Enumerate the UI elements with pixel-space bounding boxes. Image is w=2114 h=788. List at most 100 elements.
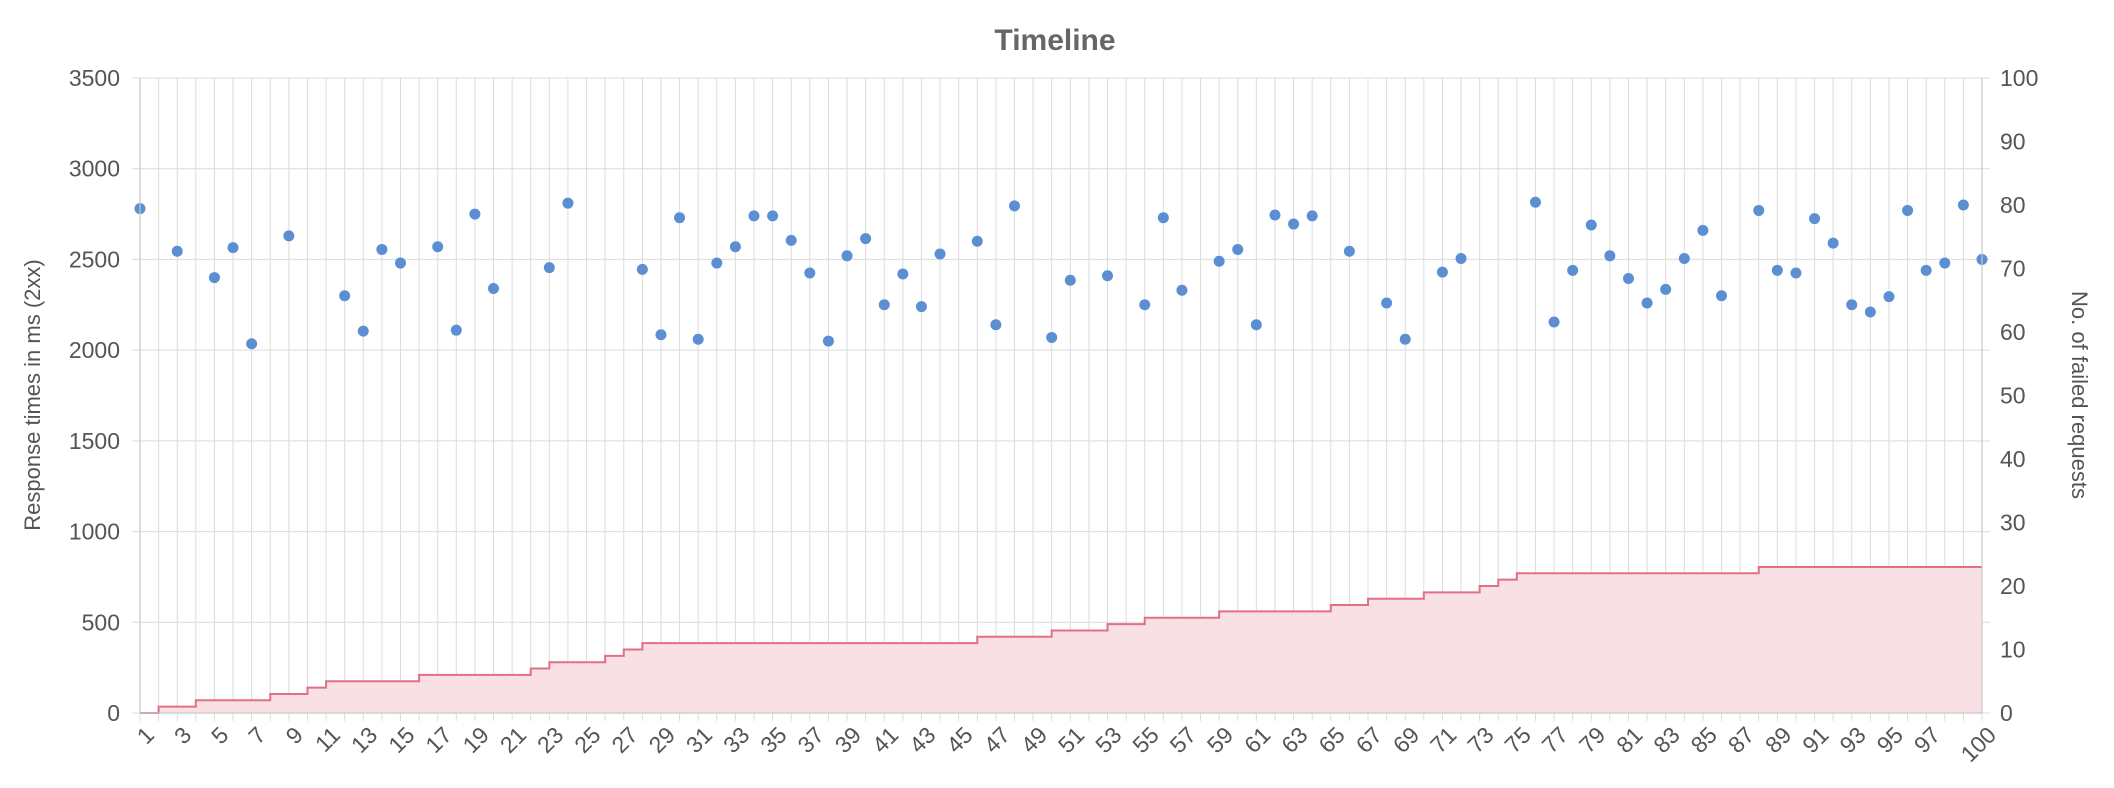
- failed-requests-fill: [140, 566, 1982, 713]
- response-time-point: [246, 338, 258, 350]
- y-left-tick-label: 1000: [69, 519, 120, 545]
- x-tick-label: 23: [532, 722, 568, 758]
- response-time-point: [1399, 333, 1411, 345]
- x-tick-label: 79: [1574, 722, 1610, 758]
- response-time-point: [339, 290, 351, 302]
- x-tick-label: 89: [1760, 722, 1796, 758]
- failed-requests-area: [140, 565, 1982, 714]
- y-right-tick-label: 0: [2000, 700, 2013, 726]
- response-time-point: [208, 272, 220, 284]
- x-tick-label: 61: [1239, 722, 1275, 758]
- response-time-point: [1455, 253, 1467, 265]
- response-time-point: [394, 257, 406, 269]
- x-tick-label: 5: [206, 722, 233, 749]
- y-right-tick-label: 90: [2000, 129, 2026, 155]
- x-tick-label: 85: [1686, 722, 1722, 758]
- y-right-tick-label: 100: [2000, 65, 2038, 91]
- response-time-point: [1753, 204, 1765, 216]
- y-right-tick-label: 50: [2000, 383, 2026, 409]
- y-right-tick-label: 60: [2000, 319, 2026, 345]
- x-tick-label: 29: [644, 722, 680, 758]
- x-tick-label: 21: [495, 722, 531, 758]
- response-time-point: [1957, 199, 1969, 211]
- y-right-tick-label: 80: [2000, 192, 2026, 218]
- x-tick-label: 19: [458, 722, 494, 758]
- response-time-point: [636, 263, 648, 275]
- x-tick-label: 51: [1053, 722, 1089, 758]
- response-time-point: [729, 241, 741, 253]
- response-time-point: [711, 257, 723, 269]
- response-time-point: [1883, 291, 1895, 303]
- response-time-point: [1436, 266, 1448, 278]
- response-time-point: [1269, 209, 1281, 221]
- y-left-tick-label: 2000: [69, 337, 120, 363]
- x-tick-label: 15: [383, 722, 419, 758]
- x-tick-label: 3: [169, 722, 196, 749]
- response-time-point: [1250, 319, 1262, 331]
- response-time-points: [134, 196, 1988, 350]
- x-tick-label: 67: [1351, 722, 1387, 758]
- x-tick-label: 87: [1723, 722, 1759, 758]
- y-right-tick-label: 40: [2000, 446, 2026, 472]
- failed-requests-line: [140, 565, 1982, 714]
- response-time-point: [469, 208, 481, 220]
- response-time-point: [376, 243, 388, 255]
- response-time-point: [1716, 290, 1728, 302]
- x-tick-label: 47: [978, 722, 1014, 758]
- x-tick-label: 1: [132, 722, 159, 749]
- response-time-point: [1678, 253, 1690, 265]
- response-time-point: [1641, 297, 1653, 309]
- response-time-point: [1604, 250, 1616, 262]
- response-time-point: [1381, 297, 1393, 309]
- response-time-point: [1827, 237, 1839, 249]
- x-tick-label: 95: [1872, 722, 1908, 758]
- x-tick-label: 71: [1425, 722, 1461, 758]
- x-tick-label: 100: [1956, 722, 2002, 768]
- x-tick-label: 75: [1499, 722, 1535, 758]
- response-time-point: [432, 241, 444, 253]
- y-left-tick-label: 3000: [69, 156, 120, 182]
- response-time-point: [897, 268, 909, 280]
- y-axis-left-title: Response times in ms (2xx): [20, 259, 45, 530]
- response-time-point: [1306, 210, 1318, 222]
- response-time-point: [748, 210, 760, 222]
- response-time-point: [1920, 264, 1932, 276]
- x-tick-label: 9: [281, 722, 308, 749]
- x-tick-label: 93: [1834, 722, 1870, 758]
- response-time-point: [1809, 213, 1821, 225]
- axes: [139, 78, 1983, 714]
- response-time-point: [674, 212, 686, 224]
- response-time-point: [1660, 283, 1672, 295]
- response-time-point: [1846, 299, 1858, 311]
- response-time-point: [785, 234, 797, 246]
- x-tick-label: 81: [1611, 722, 1647, 758]
- response-time-point: [915, 301, 927, 313]
- chart-title: Timeline: [994, 24, 1115, 57]
- response-time-point: [1139, 299, 1151, 311]
- y-right-tick-label: 20: [2000, 573, 2026, 599]
- x-tick-label: 83: [1648, 722, 1684, 758]
- x-tick-label: 77: [1537, 722, 1573, 758]
- x-tick-label: 37: [792, 722, 828, 758]
- response-time-point: [1548, 316, 1560, 328]
- x-tick-label: 57: [1165, 722, 1201, 758]
- response-time-point: [283, 230, 295, 242]
- response-time-point: [1157, 212, 1169, 224]
- x-tick-label: 11: [310, 722, 345, 757]
- y-right-tick-label: 10: [2000, 637, 2026, 663]
- response-time-point: [692, 333, 704, 345]
- y-right-tick-label: 30: [2000, 510, 2026, 536]
- response-time-point: [860, 233, 872, 245]
- x-tick-label: 39: [830, 722, 866, 758]
- x-tick-label: 43: [904, 722, 940, 758]
- response-time-point: [1529, 196, 1541, 208]
- x-tick-label: 63: [1276, 722, 1312, 758]
- x-tick-label: 45: [941, 722, 977, 758]
- response-time-point: [1102, 270, 1114, 282]
- response-time-point: [488, 282, 500, 294]
- x-tick-label: 13: [346, 722, 382, 758]
- x-tick-label: 55: [1127, 722, 1163, 758]
- response-time-point: [1697, 224, 1709, 236]
